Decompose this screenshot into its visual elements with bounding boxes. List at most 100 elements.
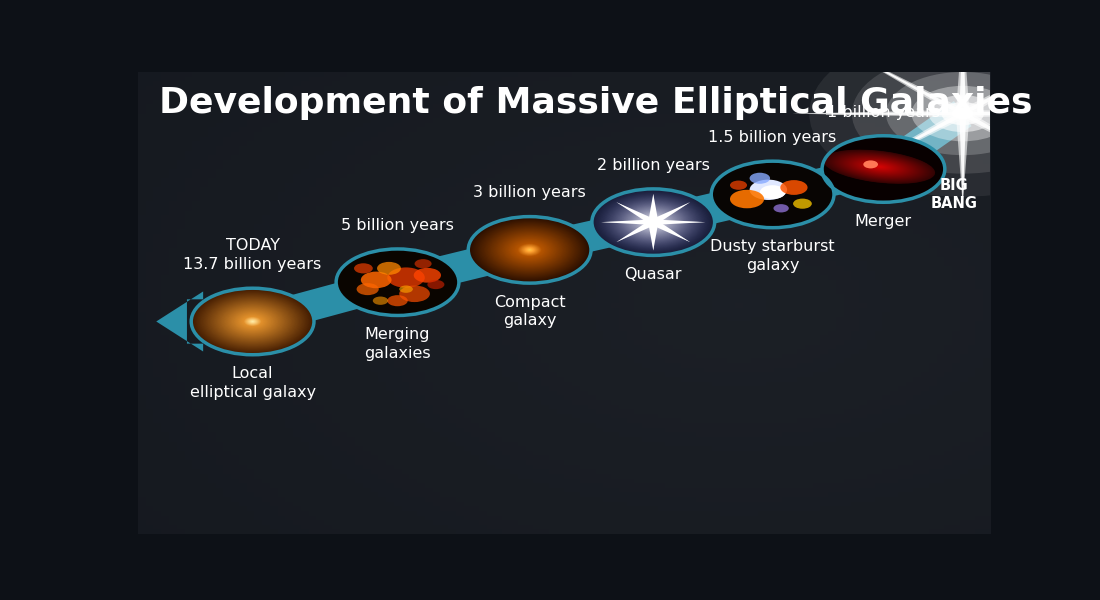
Circle shape [210, 298, 295, 344]
Circle shape [647, 219, 660, 226]
Circle shape [497, 232, 562, 268]
Ellipse shape [848, 157, 911, 176]
Circle shape [518, 244, 541, 256]
Circle shape [513, 241, 547, 259]
Circle shape [233, 311, 272, 332]
Ellipse shape [854, 159, 905, 175]
Circle shape [223, 305, 282, 337]
Circle shape [475, 220, 584, 280]
Circle shape [652, 222, 654, 223]
Circle shape [498, 233, 561, 267]
Ellipse shape [850, 158, 909, 176]
Circle shape [600, 193, 707, 251]
Circle shape [469, 217, 591, 283]
Circle shape [476, 221, 583, 278]
Circle shape [519, 244, 540, 256]
Circle shape [361, 272, 392, 288]
Circle shape [606, 196, 701, 248]
Text: Quasar: Quasar [625, 267, 682, 282]
Circle shape [598, 193, 707, 251]
Text: 1.5 billion years: 1.5 billion years [708, 130, 837, 145]
Circle shape [886, 72, 1040, 155]
Circle shape [232, 311, 273, 332]
Polygon shape [843, 48, 1084, 179]
Text: 1 billion years: 1 billion years [827, 104, 939, 119]
Circle shape [227, 308, 278, 335]
Circle shape [617, 202, 690, 242]
Circle shape [235, 312, 270, 331]
Polygon shape [156, 292, 204, 352]
Ellipse shape [834, 153, 925, 181]
Circle shape [490, 229, 570, 271]
Circle shape [810, 31, 1100, 197]
Polygon shape [648, 194, 659, 250]
Circle shape [251, 320, 254, 322]
Circle shape [470, 217, 590, 282]
Circle shape [472, 218, 587, 281]
Circle shape [202, 294, 304, 349]
Circle shape [602, 194, 704, 250]
Circle shape [597, 192, 710, 253]
Circle shape [252, 321, 253, 322]
Text: Local
elliptical galaxy: Local elliptical galaxy [189, 366, 316, 400]
Ellipse shape [867, 163, 891, 170]
Circle shape [601, 194, 706, 251]
Circle shape [528, 249, 531, 251]
Circle shape [512, 240, 548, 260]
Ellipse shape [873, 165, 884, 169]
Circle shape [626, 208, 681, 237]
Circle shape [337, 249, 459, 316]
Polygon shape [601, 221, 705, 224]
Ellipse shape [839, 155, 918, 179]
Circle shape [864, 160, 878, 169]
Ellipse shape [861, 161, 898, 172]
Polygon shape [616, 202, 690, 242]
Circle shape [506, 237, 553, 263]
Circle shape [527, 248, 532, 251]
Circle shape [495, 231, 564, 269]
Circle shape [644, 217, 663, 227]
Circle shape [616, 202, 691, 242]
Circle shape [634, 211, 673, 233]
Ellipse shape [849, 157, 910, 176]
Circle shape [469, 217, 591, 283]
Circle shape [606, 197, 700, 247]
Ellipse shape [844, 156, 915, 178]
Circle shape [607, 197, 700, 247]
Circle shape [651, 221, 654, 223]
Circle shape [222, 305, 283, 338]
Circle shape [476, 221, 583, 279]
Circle shape [494, 230, 565, 269]
Circle shape [793, 199, 812, 209]
Circle shape [596, 191, 711, 253]
Circle shape [639, 215, 668, 230]
Ellipse shape [872, 164, 886, 169]
Circle shape [248, 319, 257, 324]
Circle shape [617, 203, 689, 242]
Circle shape [219, 304, 286, 340]
Circle shape [495, 232, 564, 268]
Circle shape [206, 296, 299, 347]
Circle shape [234, 311, 272, 332]
Circle shape [202, 295, 302, 349]
Ellipse shape [876, 166, 883, 168]
Circle shape [628, 208, 679, 236]
Polygon shape [843, 48, 1084, 179]
Circle shape [221, 304, 285, 339]
Circle shape [928, 95, 997, 132]
Circle shape [521, 245, 538, 254]
Ellipse shape [858, 160, 900, 173]
Polygon shape [601, 220, 705, 225]
Circle shape [387, 268, 425, 288]
Polygon shape [792, 112, 1100, 115]
Polygon shape [651, 194, 656, 250]
Circle shape [609, 198, 697, 246]
Text: Dusty starburst
galaxy: Dusty starburst galaxy [711, 239, 835, 273]
Circle shape [851, 53, 1074, 173]
Circle shape [958, 111, 968, 116]
Circle shape [223, 306, 282, 337]
Circle shape [211, 299, 294, 344]
Circle shape [201, 293, 304, 349]
Circle shape [521, 245, 538, 254]
Circle shape [213, 301, 292, 343]
